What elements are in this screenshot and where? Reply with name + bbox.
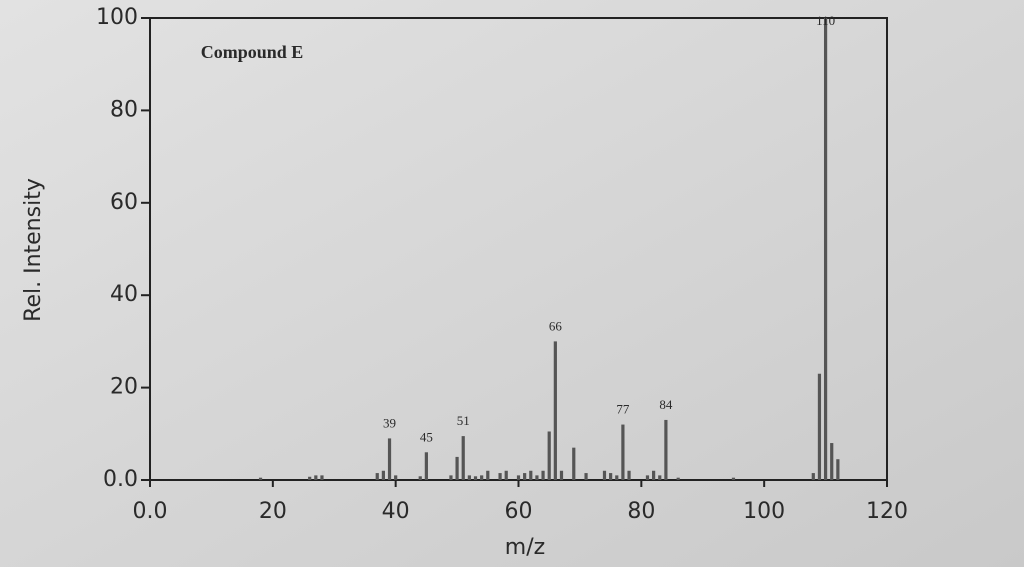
x-tick-label: 100	[743, 499, 785, 524]
peak	[553, 341, 557, 480]
peak	[559, 470, 564, 480]
peak-label: 45	[420, 429, 433, 444]
peak	[308, 476, 312, 480]
peak	[541, 470, 545, 480]
x-tick-label: 120	[866, 499, 908, 524]
peak	[823, 18, 828, 480]
peak	[473, 476, 478, 480]
y-tick-label: 60	[110, 190, 138, 215]
peak	[836, 459, 840, 480]
x-tick-label: 40	[382, 499, 410, 524]
peak	[480, 475, 484, 480]
peak-label: 84	[659, 397, 673, 412]
x-axis-label: m/z	[505, 535, 545, 560]
x-tick-label: 80	[627, 499, 655, 524]
peak	[584, 473, 588, 480]
peak	[486, 470, 490, 480]
peak	[467, 475, 471, 480]
peak	[320, 475, 324, 480]
peak-label: 110	[816, 13, 835, 28]
peak	[455, 456, 459, 480]
peak	[572, 447, 576, 480]
peak	[645, 475, 650, 480]
chart-title: Compound E	[201, 42, 304, 62]
peak-label: 66	[549, 318, 563, 333]
peak	[621, 424, 625, 480]
peak	[627, 470, 631, 480]
x-tick-label: 20	[259, 499, 287, 524]
peak	[498, 473, 502, 480]
peak	[602, 470, 607, 480]
y-tick-label: 80	[110, 97, 138, 122]
peak	[664, 419, 668, 480]
peak	[375, 473, 379, 480]
x-tick-label: 60	[505, 499, 533, 524]
peak	[547, 431, 551, 480]
peak	[615, 475, 619, 480]
y-tick-label: 0.0	[103, 467, 138, 492]
peak	[676, 477, 680, 480]
peak-label: 51	[457, 413, 470, 428]
y-tick-label: 100	[96, 5, 138, 30]
peak	[523, 473, 527, 480]
peak	[418, 476, 422, 480]
peak	[516, 475, 521, 480]
peak	[731, 477, 736, 480]
peak	[811, 473, 815, 480]
peak	[535, 475, 539, 480]
peak	[658, 475, 662, 480]
y-axis-label: Rel. Intensity	[21, 178, 46, 322]
peak	[424, 452, 428, 480]
peak	[529, 470, 533, 480]
peak	[258, 477, 263, 480]
y-tick-label: 20	[110, 375, 138, 400]
y-tick-label: 40	[110, 282, 138, 307]
peak	[817, 373, 822, 480]
peak	[394, 475, 398, 480]
peak	[381, 470, 385, 480]
peak-label: 39	[383, 415, 396, 430]
peak	[652, 470, 656, 480]
peak	[609, 473, 613, 480]
peak	[830, 443, 834, 480]
x-tick-label: 0.0	[133, 499, 168, 524]
peak	[387, 438, 392, 480]
peak	[449, 475, 453, 480]
peak-label: 77	[616, 402, 630, 417]
peak	[461, 436, 465, 480]
peak	[504, 470, 508, 480]
peak	[314, 475, 318, 480]
